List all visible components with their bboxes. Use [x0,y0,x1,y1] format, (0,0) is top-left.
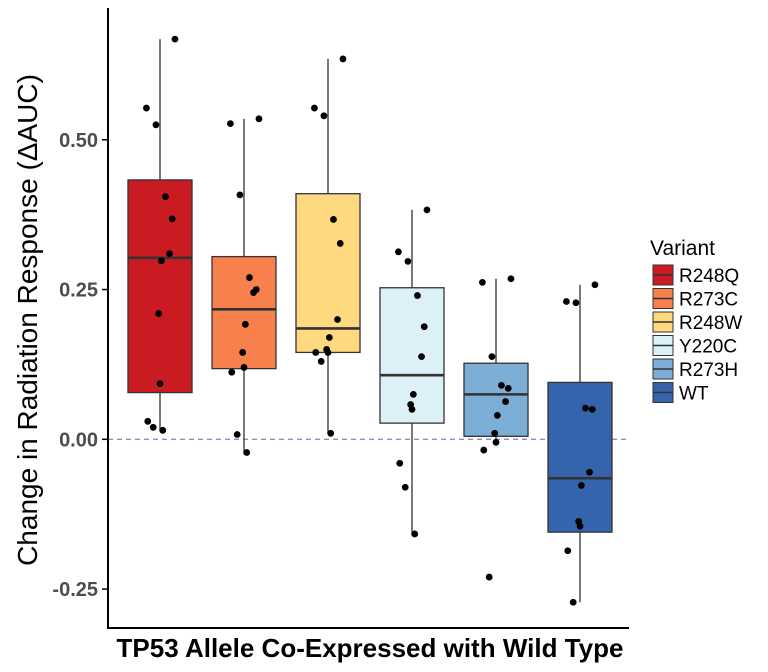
data-point [149,423,157,431]
data-point [143,104,150,112]
data-point [491,429,499,437]
data-point [582,404,589,412]
y-tick-label: 0.50 [59,130,98,152]
legend-label: WT [679,384,709,405]
y-tick-label: 0.00 [59,429,98,451]
data-point [564,547,572,555]
data-point [144,417,152,425]
y-tick-label: 0.25 [59,280,98,302]
data-point [569,598,577,606]
data-point [408,405,416,413]
data-point [311,104,318,112]
data-point [418,353,425,361]
box-group-r273h [463,278,529,443]
points-layer [143,35,599,606]
y-ticks-layer: -0.25 0.00 0.25 0.50 [52,130,108,601]
data-point [588,405,596,413]
data-point [404,257,412,265]
data-point [324,349,332,356]
box-iqr [547,381,613,533]
data-point [334,316,341,323]
data-point [507,275,515,283]
data-point [250,289,257,296]
legend-label: R248Q [679,266,739,287]
data-point [414,292,421,299]
data-point [502,398,509,405]
data-point [493,411,501,419]
data-point [240,364,248,371]
data-point [572,299,580,307]
data-point [241,320,249,328]
data-point [159,426,167,434]
legend-label: R248W [679,313,742,334]
legend-label: R273H [679,360,738,381]
boxes-layer [127,39,613,603]
data-point [563,298,570,305]
data-point [396,459,404,467]
data-point [325,334,333,341]
data-point [586,468,593,476]
data-point [327,429,335,437]
data-point [401,483,409,491]
data-point [168,215,176,223]
box-iqr [379,287,445,424]
data-point [233,431,241,438]
data-point [480,446,488,454]
data-point [498,381,505,389]
data-point [591,281,599,289]
data-point [330,216,337,223]
box-iqr [127,179,193,394]
data-point [152,121,160,129]
data-point [228,368,236,376]
box-group-r248q [127,39,193,431]
data-point [162,193,169,201]
data-point [420,323,428,331]
box-iqr [463,362,529,437]
data-point [409,390,417,398]
data-point [236,191,244,199]
data-point [488,353,496,361]
data-point [576,522,584,530]
box-group-wt [547,284,613,603]
data-point [479,278,486,286]
box-group-r273c [211,118,277,453]
data-point [171,35,179,43]
data-point [317,358,325,365]
x-axis-title: TP53 Allele Co-Expressed with Wild Type [117,633,624,663]
data-point [485,573,493,581]
data-point [320,112,328,120]
y-axis-title: Change in Radiation Response (ΔAUC) [12,74,43,566]
data-point [227,120,234,128]
data-point [312,349,320,356]
data-point [156,380,164,387]
data-point [243,449,251,456]
legend-label: R273C [679,290,738,311]
box-iqr [295,193,361,354]
data-point [411,530,419,538]
data-point [336,240,344,247]
legend-label: Y220C [679,337,737,358]
box-group-r248w [295,58,361,434]
data-point [423,206,431,214]
data-point [155,310,163,317]
data-point [166,250,173,258]
data-point [255,115,263,123]
data-point [157,257,165,265]
y-tick-label: -0.25 [52,579,98,601]
data-point [504,384,512,392]
data-point [492,438,500,446]
box-group-y220c [379,209,445,534]
data-point [339,55,347,63]
data-point [577,482,585,489]
legend-title: Variant [650,237,715,260]
data-point [239,349,247,356]
data-point [395,248,402,256]
data-point [246,274,253,281]
